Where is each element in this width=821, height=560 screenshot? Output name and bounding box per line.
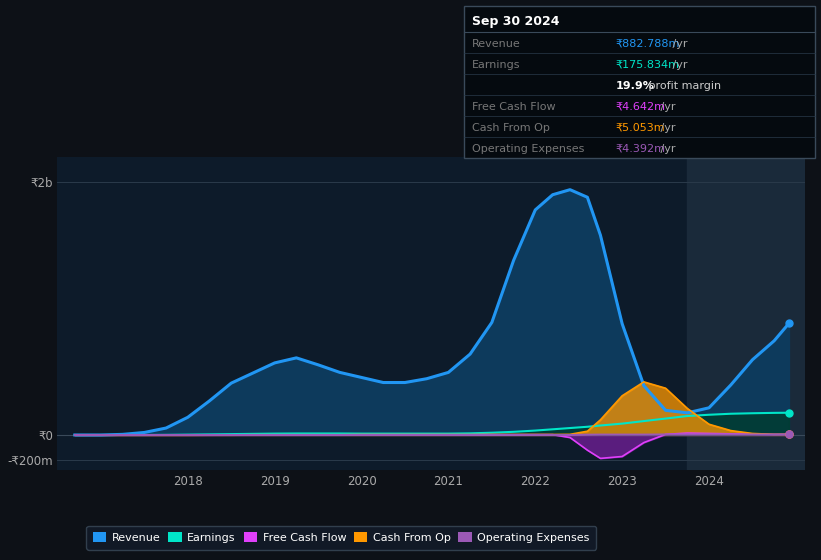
Legend: Revenue, Earnings, Free Cash Flow, Cash From Op, Operating Expenses: Revenue, Earnings, Free Cash Flow, Cash … xyxy=(86,526,596,549)
Text: ₹175.834m: ₹175.834m xyxy=(616,60,680,70)
Text: ₹5.053m: ₹5.053m xyxy=(616,123,665,133)
Text: ₹882.788m: ₹882.788m xyxy=(616,39,680,49)
Text: ₹4.642m: ₹4.642m xyxy=(616,102,666,111)
Point xyxy=(782,408,796,417)
Text: 19.9%: 19.9% xyxy=(616,81,654,91)
Text: /yr: /yr xyxy=(669,60,687,70)
Text: ₹4.392m: ₹4.392m xyxy=(616,143,666,153)
Text: profit margin: profit margin xyxy=(645,81,722,91)
Text: Sep 30 2024: Sep 30 2024 xyxy=(472,15,560,28)
Text: /yr: /yr xyxy=(657,102,676,111)
Text: Cash From Op: Cash From Op xyxy=(472,123,550,133)
Text: /yr: /yr xyxy=(669,39,687,49)
Point xyxy=(782,430,796,439)
Text: Revenue: Revenue xyxy=(472,39,521,49)
Text: Operating Expenses: Operating Expenses xyxy=(472,143,585,153)
Text: /yr: /yr xyxy=(657,143,676,153)
Bar xyxy=(687,157,805,470)
Point xyxy=(782,319,796,328)
Text: /yr: /yr xyxy=(657,123,676,133)
Text: Free Cash Flow: Free Cash Flow xyxy=(472,102,556,111)
Point xyxy=(782,430,796,439)
Point xyxy=(782,430,796,439)
Text: Earnings: Earnings xyxy=(472,60,521,70)
